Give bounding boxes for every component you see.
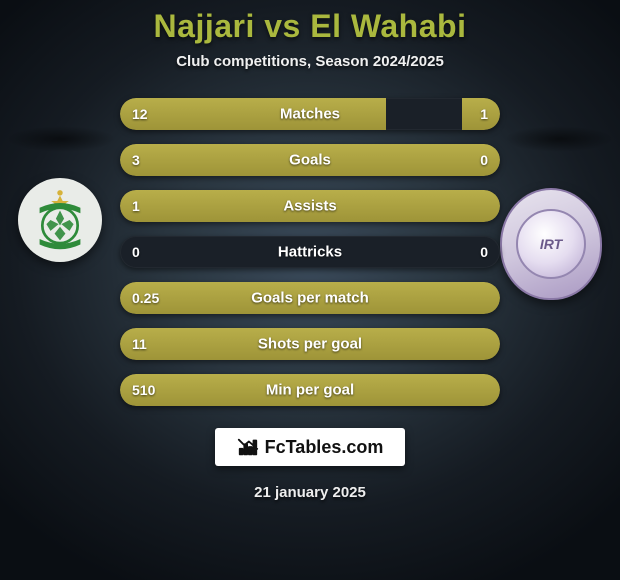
date-label: 21 january 2025 [254, 484, 366, 501]
page-title: Najjari vs El Wahabi [154, 8, 467, 45]
stat-value-left: 11 [132, 336, 147, 352]
stat-value-right: 1 [480, 106, 488, 122]
stat-value-left: 12 [132, 106, 148, 122]
stat-value-left: 510 [132, 382, 155, 398]
content: Najjari vs El Wahabi Club competitions, … [0, 0, 620, 580]
stat-label: Shots per goal [258, 336, 362, 353]
stat-bars: 12 1 Matches 3 0 Goals 1 Assists 0 0 Hattricks 0.25… [120, 98, 500, 406]
source-badge: FcTables.com [215, 428, 406, 466]
stat-value-left: 1 [132, 198, 140, 214]
stat-label: Assists [283, 198, 336, 215]
stat-row: 0.25 Goals per match [120, 282, 500, 314]
stat-label: Hattricks [278, 244, 342, 261]
stat-row: 3 0 Goals [120, 144, 500, 176]
stat-row: 1 Assists [120, 190, 500, 222]
stat-value-left: 3 [132, 152, 140, 168]
stat-value-left: 0.25 [132, 290, 159, 306]
stat-value-right: 0 [480, 244, 488, 260]
stat-label: Matches [280, 106, 340, 123]
stat-label: Goals per match [251, 290, 369, 307]
stat-row: 12 1 Matches [120, 98, 500, 130]
stat-row: 11 Shots per goal [120, 328, 500, 360]
chart-icon [237, 436, 259, 458]
stat-label: Goals [289, 152, 331, 169]
bar-fill-left [120, 98, 386, 130]
stat-row: 510 Min per goal [120, 374, 500, 406]
stat-value-left: 0 [132, 244, 140, 260]
stat-value-right: 0 [480, 152, 488, 168]
source-badge-text: FcTables.com [265, 437, 384, 458]
stat-row: 0 0 Hattricks [120, 236, 500, 268]
stat-label: Min per goal [266, 382, 354, 399]
page-subtitle: Club competitions, Season 2024/2025 [176, 53, 444, 70]
